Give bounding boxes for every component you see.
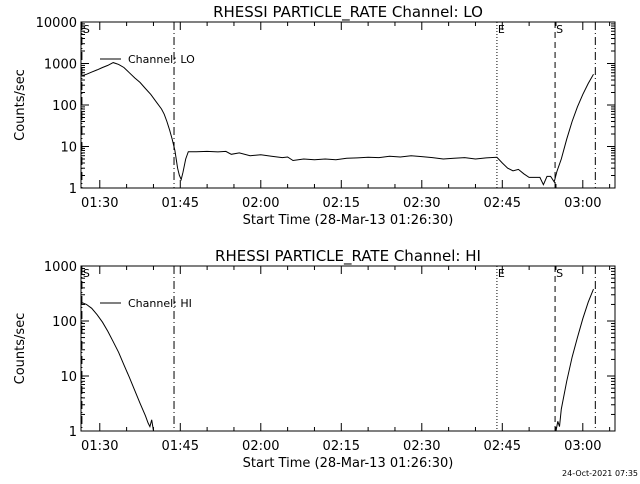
x-tick-label-0: 01:30 — [81, 196, 118, 211]
x-tick-label-1: 02:00 — [242, 439, 279, 454]
x-axis-label-1: Start Time (28-Mar-13 01:26:30) — [243, 456, 454, 471]
event-marker-label-1: S — [556, 267, 563, 280]
footer-timestamp: 24-Oct-2021 07:35 — [562, 469, 638, 478]
series-line-1 — [80, 301, 154, 432]
x-tick-label-0: 02:15 — [323, 196, 360, 211]
x-tick-label-0: 02:45 — [484, 196, 521, 211]
plot-frame-1 — [80, 265, 616, 432]
x-tick-label-0: 01:45 — [162, 196, 199, 211]
chart-title-0: RHESSI PARTICLE_RATE Channel: LO — [213, 3, 483, 22]
x-tick-label-1: 01:30 — [81, 439, 118, 454]
y-axis-label-0: Counts/sec — [13, 69, 28, 141]
legend-label-1: Channel: HI — [128, 297, 192, 310]
chart-title-1: RHESSI PARTICLE_RATE Channel: HI — [215, 247, 481, 266]
y-tick-label-1: 100 — [52, 315, 77, 330]
x-tick-label-0: 02:30 — [403, 196, 440, 211]
event-marker-label-1: S — [83, 267, 90, 280]
series-line-1 — [555, 288, 594, 432]
x-axis-label-0: Start Time (28-Mar-13 01:26:30) — [243, 213, 454, 228]
x-tick-label-0: 02:00 — [242, 196, 279, 211]
x-tick-label-1: 01:45 — [162, 439, 199, 454]
event-marker-label-0: S — [556, 23, 563, 36]
series-line-0 — [80, 62, 594, 186]
y-tick-label-0: 10000 — [36, 16, 77, 31]
y-tick-label-1: 10 — [60, 370, 77, 385]
y-tick-label-1: 1 — [69, 425, 77, 440]
event-marker-label-0: E — [498, 23, 505, 36]
y-tick-label-0: 1000 — [44, 58, 77, 73]
y-tick-label-0: 1 — [69, 182, 77, 197]
event-marker-label-0: S — [83, 23, 90, 36]
event-marker-label-1: E — [498, 267, 505, 280]
plot-frame-0 — [80, 21, 616, 189]
y-tick-label-0: 100 — [52, 99, 77, 114]
y-axis-label-1: Counts/sec — [13, 313, 28, 385]
y-tick-label-1: 1000 — [44, 260, 77, 275]
x-tick-label-1: 03:00 — [564, 439, 601, 454]
y-tick-label-0: 10 — [60, 141, 77, 156]
x-tick-label-1: 02:30 — [403, 439, 440, 454]
x-tick-label-1: 02:15 — [323, 439, 360, 454]
x-tick-label-0: 03:00 — [564, 196, 601, 211]
legend-label-0: Channel: LO — [128, 53, 195, 66]
x-tick-label-1: 02:45 — [484, 439, 521, 454]
